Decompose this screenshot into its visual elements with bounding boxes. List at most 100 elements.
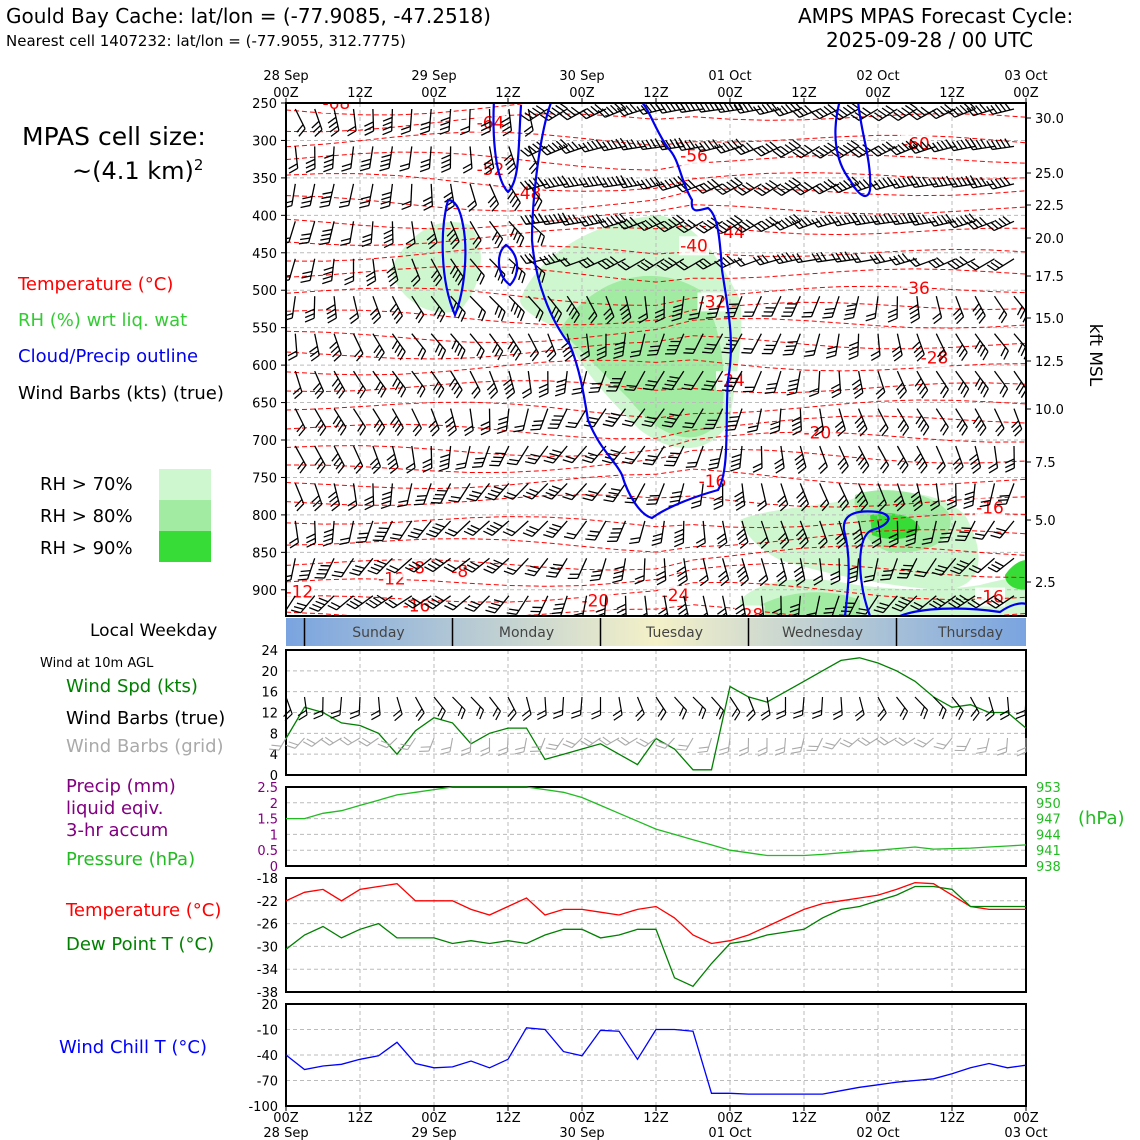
- barb-staff: [333, 333, 342, 355]
- barb-flag: [994, 561, 1005, 567]
- barb-staff: [391, 108, 394, 132]
- barb-flag: [472, 465, 482, 468]
- wind-barb-upper: [386, 445, 399, 474]
- barb-staff: [551, 482, 568, 500]
- barb-staff: [839, 145, 859, 159]
- barb-flag: [819, 183, 828, 191]
- barb-flag: [797, 495, 806, 503]
- wind-barbs-true-label: Wind Barbs (true): [66, 708, 226, 729]
- wind-barb-upper: [566, 295, 580, 324]
- barb-flag: [731, 458, 741, 463]
- barb-flag: [380, 163, 390, 167]
- barb-staff: [588, 737, 601, 747]
- barb-flag: [676, 566, 686, 573]
- barb-flag: [757, 105, 765, 114]
- barb-flag: [932, 600, 942, 607]
- pressure-unit-label: (hPa): [1078, 808, 1125, 829]
- wind-barb-10m-true: [877, 696, 887, 722]
- barb-flag: [562, 459, 573, 464]
- barb-flag: [780, 219, 789, 227]
- barb-staff: [691, 408, 704, 429]
- barb-flag: [857, 457, 866, 466]
- barb-flag: [972, 536, 983, 540]
- temperature-contour-label: -16: [976, 498, 1004, 518]
- barb-flag: [955, 597, 965, 604]
- barb-flag: [1000, 714, 1010, 721]
- barb-staff: [314, 333, 320, 356]
- wind-barb-upper: [701, 370, 724, 391]
- barb-flag: [460, 312, 466, 322]
- barb-flag: [438, 388, 445, 398]
- barb-flag: [314, 419, 322, 429]
- windchill-panel-y-tick-label: 20: [261, 998, 278, 1013]
- barb-flag: [765, 387, 776, 390]
- lower-panels: 0481216202400.511.522.593894194494795095…: [248, 644, 1060, 1140]
- barb-staff: [857, 370, 864, 393]
- barb-flag: [494, 305, 500, 315]
- barb-flag: [765, 143, 774, 151]
- barb-flag: [608, 491, 619, 495]
- bottom-time-label: 00Z: [569, 1111, 595, 1126]
- barb-staff: [703, 220, 723, 234]
- barb-staff: [368, 146, 374, 169]
- wind-barb-10m-grid: [440, 737, 454, 755]
- barb-flag: [484, 163, 494, 170]
- wind-barb-upper: [430, 258, 443, 287]
- barb-staff: [372, 370, 387, 390]
- barb-flag: [889, 179, 896, 189]
- barb-flag: [459, 130, 470, 136]
- barb-flag: [963, 388, 970, 398]
- barb-staff: [858, 445, 870, 466]
- wind-barb-upper: [993, 295, 1008, 324]
- barb-flag: [714, 145, 722, 154]
- barb-flag: [726, 181, 735, 189]
- barb-flag: [964, 214, 972, 223]
- barb-flag: [707, 419, 718, 422]
- wind-barb-upper: [372, 370, 387, 398]
- barb-flag: [819, 541, 828, 549]
- barb-flag: [545, 491, 556, 497]
- barb-flag: [597, 178, 605, 188]
- barb-flag: [793, 566, 803, 573]
- barb-staff: [953, 220, 976, 229]
- top-date-label: 29 Sep: [411, 69, 456, 84]
- barb-staff: [555, 737, 564, 750]
- barb-staff: [773, 370, 782, 393]
- barb-flag: [813, 575, 823, 582]
- barb-flag: [726, 255, 735, 263]
- wind-barb-upper: [888, 253, 918, 266]
- barb-flag: [605, 419, 616, 424]
- rh-shading: [390, 215, 1026, 616]
- barb-flag: [386, 568, 396, 574]
- wind-barb-10m-true: [370, 696, 381, 721]
- barb-flag: [709, 458, 720, 462]
- barb-flag: [622, 460, 633, 465]
- barb-flag: [735, 138, 743, 147]
- main-y-tick-label: 300: [252, 134, 277, 149]
- barb-flag: [761, 254, 769, 263]
- wind-barb-upper: [401, 183, 413, 211]
- barb-flag: [972, 303, 980, 312]
- barb-flag: [831, 387, 841, 394]
- temperature-panel-y-tick-label: -26: [257, 918, 278, 933]
- barb-flag: [688, 139, 696, 149]
- barb-flag: [330, 345, 339, 354]
- wind-barb-10m-true: [746, 696, 756, 722]
- barb-flag: [908, 178, 916, 188]
- barb-staff: [328, 221, 335, 243]
- barb-flag: [997, 428, 1005, 437]
- temperature-label-bg: [376, 569, 407, 589]
- barb-flag: [805, 349, 816, 353]
- barb-flag: [379, 205, 390, 210]
- barb-flag: [644, 420, 655, 424]
- barb-flag: [990, 179, 998, 189]
- barb-flag: [452, 269, 459, 279]
- barb-staff: [391, 258, 399, 281]
- barb-flag: [955, 258, 965, 266]
- wind-barb-upper: [578, 257, 607, 269]
- barb-flag: [790, 603, 800, 609]
- barb-flag: [706, 343, 717, 346]
- barb-flag: [475, 457, 486, 460]
- barb-flag: [887, 313, 898, 319]
- barb-flag: [837, 429, 846, 437]
